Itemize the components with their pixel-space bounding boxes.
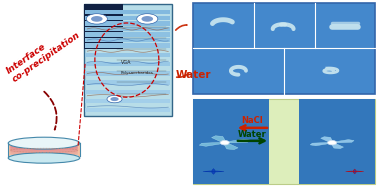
Polygon shape <box>199 142 225 146</box>
Circle shape <box>220 140 229 145</box>
Bar <box>85 21 170 26</box>
Bar <box>85 16 170 20</box>
Bar <box>85 108 170 112</box>
Ellipse shape <box>10 145 78 151</box>
Bar <box>85 71 170 76</box>
Polygon shape <box>321 137 333 143</box>
Ellipse shape <box>10 143 78 149</box>
Polygon shape <box>332 140 354 143</box>
Ellipse shape <box>10 150 78 156</box>
Polygon shape <box>212 136 225 143</box>
Circle shape <box>107 95 122 103</box>
Polygon shape <box>355 171 364 172</box>
Polygon shape <box>353 169 356 171</box>
Ellipse shape <box>10 151 78 157</box>
Bar <box>193 3 375 93</box>
Text: Interface
co-precipitation: Interface co-precipitation <box>5 22 82 84</box>
Bar <box>85 27 170 31</box>
Text: Water: Water <box>176 70 211 80</box>
Polygon shape <box>224 143 238 150</box>
Polygon shape <box>225 139 250 143</box>
Ellipse shape <box>10 148 78 154</box>
Polygon shape <box>310 142 332 146</box>
Bar <box>84 4 172 116</box>
Circle shape <box>86 14 107 24</box>
Circle shape <box>110 97 119 101</box>
Ellipse shape <box>10 146 78 152</box>
Bar <box>85 32 170 37</box>
Ellipse shape <box>10 148 78 154</box>
FancyArrowPatch shape <box>78 63 85 145</box>
Bar <box>10 154 78 159</box>
Polygon shape <box>203 171 214 172</box>
FancyArrowPatch shape <box>176 25 187 30</box>
Ellipse shape <box>8 153 80 163</box>
Ellipse shape <box>10 144 78 150</box>
Bar <box>85 99 170 103</box>
Polygon shape <box>214 171 224 172</box>
Polygon shape <box>345 171 355 172</box>
Bar <box>85 62 170 66</box>
Ellipse shape <box>10 145 78 151</box>
FancyArrowPatch shape <box>44 92 57 129</box>
FancyArrowPatch shape <box>177 74 188 77</box>
Text: Polysaccharides: Polysaccharides <box>121 71 153 75</box>
Bar <box>85 10 170 14</box>
Ellipse shape <box>10 151 78 157</box>
Bar <box>193 99 375 184</box>
Polygon shape <box>353 171 356 174</box>
Circle shape <box>137 14 158 24</box>
Bar <box>85 90 170 94</box>
Bar <box>85 43 170 48</box>
Text: NaCl: NaCl <box>242 116 263 125</box>
Bar <box>85 38 170 42</box>
Polygon shape <box>332 143 344 149</box>
Ellipse shape <box>8 137 80 149</box>
Bar <box>8 143 80 159</box>
Circle shape <box>91 16 102 22</box>
Polygon shape <box>212 171 215 174</box>
Ellipse shape <box>10 147 78 153</box>
Circle shape <box>141 16 153 22</box>
Circle shape <box>328 140 337 145</box>
Bar <box>85 80 170 85</box>
Bar <box>84 4 123 49</box>
Text: Water: Water <box>238 130 266 139</box>
Text: VGA: VGA <box>121 60 131 65</box>
Bar <box>85 53 170 57</box>
Ellipse shape <box>10 149 78 155</box>
Polygon shape <box>212 169 215 171</box>
Bar <box>193 99 270 184</box>
Bar <box>299 99 375 184</box>
